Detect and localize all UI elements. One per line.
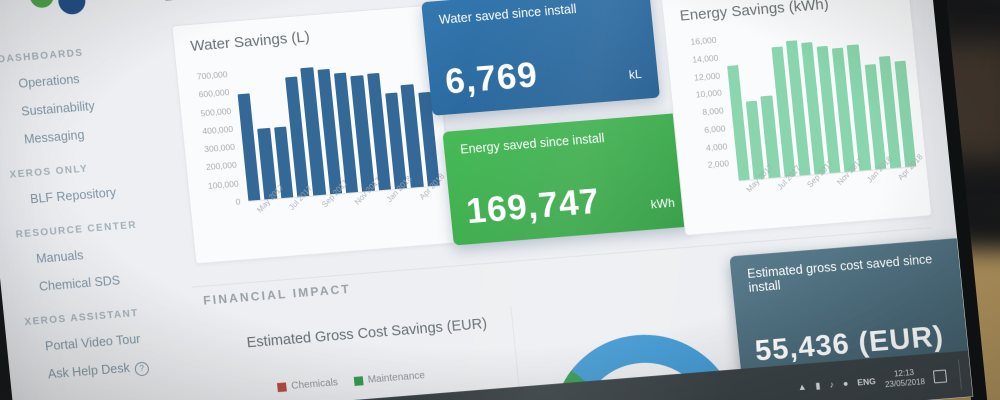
y-tick-label: 16,000 (690, 34, 717, 47)
water-savings-chart-panel: Water Savings (L) 700,000 600,000 500,000 4… (171, 4, 457, 265)
xeros-logo-blue-circle (57, 0, 87, 16)
y-axis: 700,000 600,000 500,000 400,000 300,000 200,0… (188, 69, 245, 207)
language-indicator[interactable]: ENG (856, 376, 877, 388)
clock-date: 23/05/2018 (884, 377, 926, 390)
y-tick-label: 200,000 (205, 160, 238, 173)
cost-savings-chart-panel: Estimated Gross Cost Savings (EUR) Chemi… (211, 302, 515, 400)
stat-card-value: 169,747 (464, 181, 602, 232)
chart-legend: Chemicals Maintenance (276, 370, 425, 393)
energy-savings-bar-chart: 16,000 14,000 12,000 10,000 8,000 6,000 4,000 2… (677, 24, 924, 224)
chart-title: Water Savings (L) (189, 28, 311, 55)
help-icon[interactable]: ? (134, 361, 150, 377)
sidebar-nav: DASHBOARDS Operations Sustainability Messag… (0, 37, 190, 400)
y-tick-label: 4,000 (705, 140, 728, 153)
section-header-financial: FINANCIAL IMPACT (202, 281, 352, 308)
legend-label: Chemicals (290, 377, 339, 392)
y-tick-label: 14,000 (691, 52, 719, 65)
legend-item: Maintenance (353, 370, 425, 387)
water-savings-bar-chart: 700,000 600,000 500,000 400,000 300,000 200,0… (188, 58, 446, 247)
show-desktop-button[interactable] (957, 359, 966, 390)
battery-icon[interactable]: ▮ (815, 380, 821, 391)
stat-card-title: Estimated gross cost saved since install (746, 252, 933, 295)
y-tick-label: 700,000 (196, 69, 229, 82)
y-tick-label: 6,000 (703, 123, 726, 135)
y-tick-label: 400,000 (201, 123, 234, 137)
stat-card-unit: kL (628, 66, 643, 82)
volume-icon[interactable]: ♪ (828, 379, 835, 390)
action-center-icon[interactable] (932, 368, 948, 383)
taskbar-clock[interactable]: 12:13 23/05/2018 (884, 367, 926, 390)
y-tick-label: 8,000 (701, 105, 725, 118)
stat-card-title: Water saved since install (438, 1, 578, 27)
system-tray: ▲ ▮ ♪ ● ENG 12:13 23/05/2018 (796, 359, 966, 400)
monitor-screen: DASHBOARDS Operations Sustainability Messag… (0, 0, 973, 400)
stat-card-title: Energy saved since install (459, 131, 606, 157)
section-header-environmental: ENVIRONMENTAL IMPACT (164, 0, 361, 4)
y-tick-label: 100,000 (207, 178, 240, 191)
legend-item: Chemicals (276, 377, 339, 393)
stat-card-value: 6,769 (443, 55, 540, 102)
legend-swatch (276, 382, 287, 393)
chart-title: Estimated Gross Cost Savings (EUR) (246, 316, 488, 352)
legend-swatch (353, 376, 364, 386)
network-icon[interactable]: ● (842, 378, 849, 389)
energy-saved-stat-card: Energy saved since install 169,747 kWh (442, 112, 694, 246)
y-tick-label: 10,000 (695, 87, 723, 100)
x-axis: May 2017 Jul 2017 Sep 2017 Nov 2017 Jan 2018… (739, 152, 924, 218)
xeros-logo-green-circle (28, 0, 55, 9)
hidden-icons-chevron-icon[interactable]: ▲ (797, 381, 808, 393)
y-tick-label: 500,000 (200, 105, 232, 118)
y-tick-label: 0 (235, 196, 241, 207)
dashboard-app: DASHBOARDS Operations Sustainability Messag… (0, 0, 973, 400)
chart-title: Energy Savings (kWh) (679, 0, 830, 25)
stat-card-unit: kWh (650, 195, 676, 212)
y-tick-label: 600,000 (198, 87, 230, 100)
y-tick-label: 2,000 (707, 158, 730, 171)
water-saved-stat-card: Water saved since install 6,769 kL (421, 0, 660, 116)
y-tick-label: 12,000 (693, 70, 721, 83)
energy-savings-chart-panel: Energy Savings (kWh) 16,000 14,000 12,000 1… (660, 0, 933, 236)
y-tick-label: 300,000 (203, 141, 236, 155)
legend-label: Maintenance (367, 370, 426, 386)
